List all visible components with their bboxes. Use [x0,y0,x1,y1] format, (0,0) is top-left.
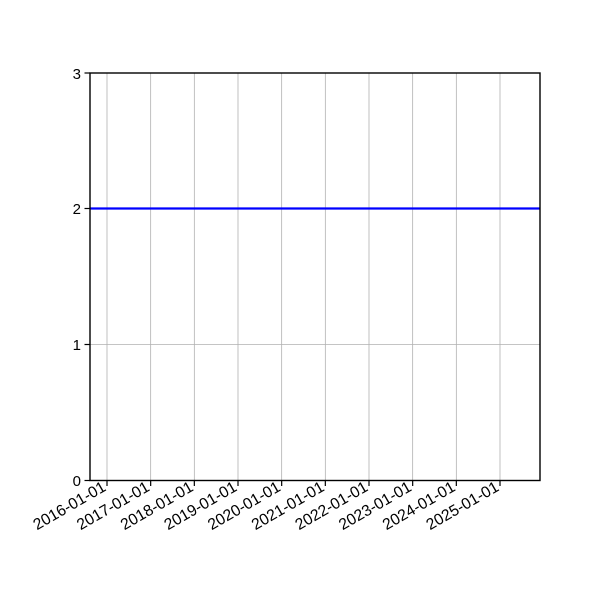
svg-text:0: 0 [73,473,81,490]
svg-text:2: 2 [73,201,81,218]
svg-text:3: 3 [73,66,81,83]
svg-text:1: 1 [73,337,81,354]
